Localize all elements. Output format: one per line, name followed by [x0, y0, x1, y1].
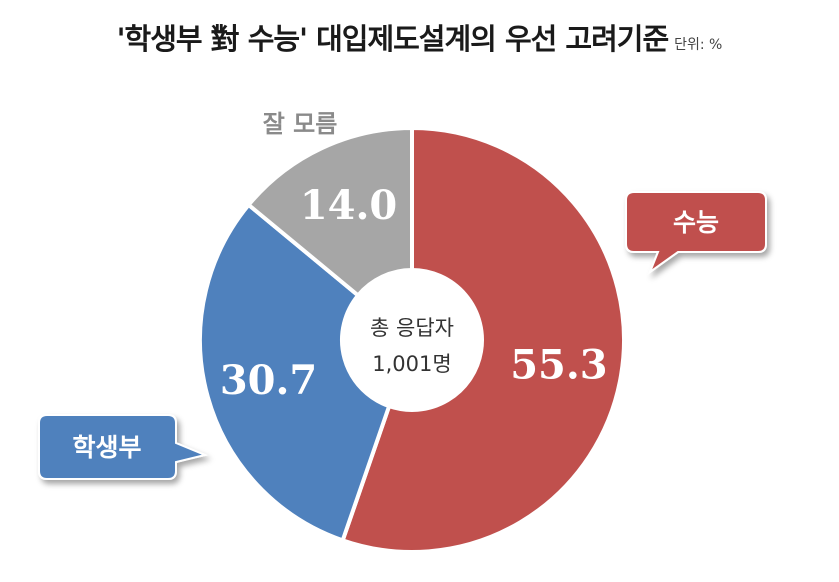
label-unknown: 잘 모름	[263, 110, 338, 138]
slices-group: 55.3 30.7 14.0	[198, 125, 626, 554]
callout-label-haksaengbu: 학생부	[72, 433, 141, 462]
value-label-haksaengbu: 30.7	[220, 357, 317, 404]
title-row: '학생부 對 수능' 대입제도설계의 우선 고려기준 단위: %	[0, 16, 839, 58]
unit-label: 단위: %	[674, 37, 723, 53]
callout-haksaengbu	[38, 414, 209, 480]
callout-suneung	[625, 191, 767, 275]
callout-label-suneung: 수능	[673, 208, 719, 237]
center-line-2: 1,001명	[372, 352, 451, 376]
center-line-1: 총 응답자	[370, 316, 454, 340]
donut-hole	[342, 270, 482, 410]
value-label-suneung: 55.3	[510, 342, 607, 389]
value-label-unknown: 14.0	[300, 182, 397, 229]
chart-title: '학생부 對 수능' 대입제도설계의 우선 고려기준	[116, 22, 669, 56]
